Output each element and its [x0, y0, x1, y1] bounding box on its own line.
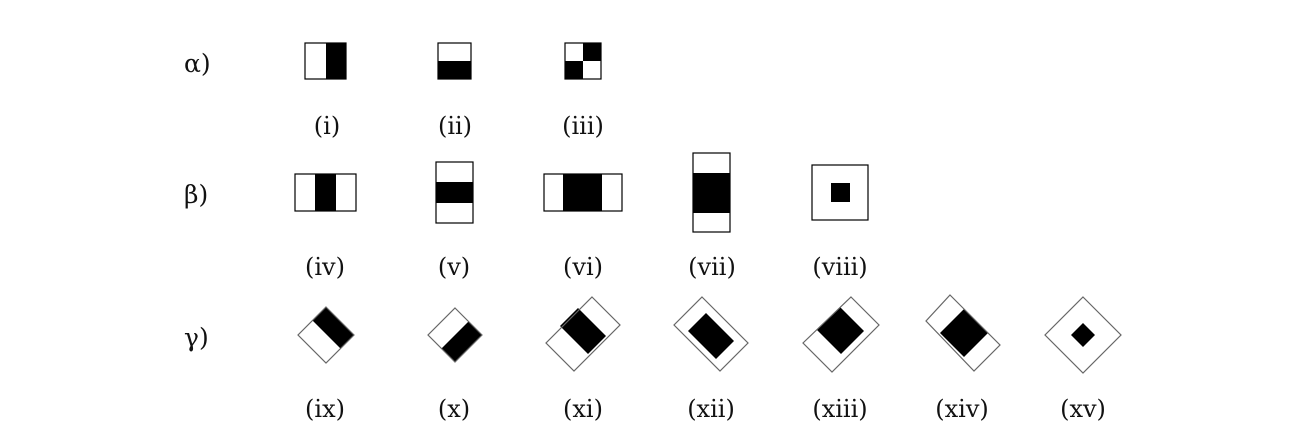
feature-caption: (xii) — [687, 395, 735, 423]
row-label-gamma: γ) — [184, 323, 209, 352]
feature-caption: (vii) — [688, 253, 736, 281]
two-rect-edge-vertical-icon — [304, 42, 347, 80]
center-surround-icon — [811, 164, 869, 221]
tilted-edge-icon — [427, 307, 483, 363]
tilted-line-icon — [673, 296, 749, 372]
tilted-line-icon — [545, 296, 621, 372]
feature-caption: (x) — [438, 395, 470, 423]
line-vertical-wide-icon — [543, 173, 623, 212]
feature-caption: (v) — [438, 253, 470, 281]
feature-caption: (ix) — [305, 395, 345, 423]
row-label-alpha: α) — [184, 49, 211, 78]
four-rect-checker-icon — [564, 42, 602, 80]
line-vertical-narrow-icon — [294, 173, 357, 212]
feature-caption: (xiii) — [812, 395, 867, 423]
feature-caption: (viii) — [812, 253, 867, 281]
feature-caption: (ii) — [438, 112, 472, 140]
feature-caption: (iv) — [305, 253, 345, 281]
feature-caption: (xi) — [563, 395, 603, 423]
tilted-line-wide-icon — [802, 296, 880, 373]
feature-caption: (iii) — [562, 112, 604, 140]
feature-caption: (i) — [314, 112, 340, 140]
tilted-center-surround-icon — [1044, 296, 1122, 374]
feature-caption: (xiv) — [935, 395, 989, 423]
line-horizontal-wide-icon — [692, 152, 731, 233]
two-rect-edge-horizontal-icon — [437, 42, 472, 80]
tilted-line-wide-icon — [925, 294, 1001, 372]
row-label-beta: β) — [184, 180, 208, 209]
line-horizontal-narrow-icon — [435, 161, 474, 224]
feature-caption: (vi) — [563, 253, 603, 281]
tilted-edge-icon — [297, 306, 355, 364]
feature-caption: (xv) — [1060, 395, 1106, 423]
